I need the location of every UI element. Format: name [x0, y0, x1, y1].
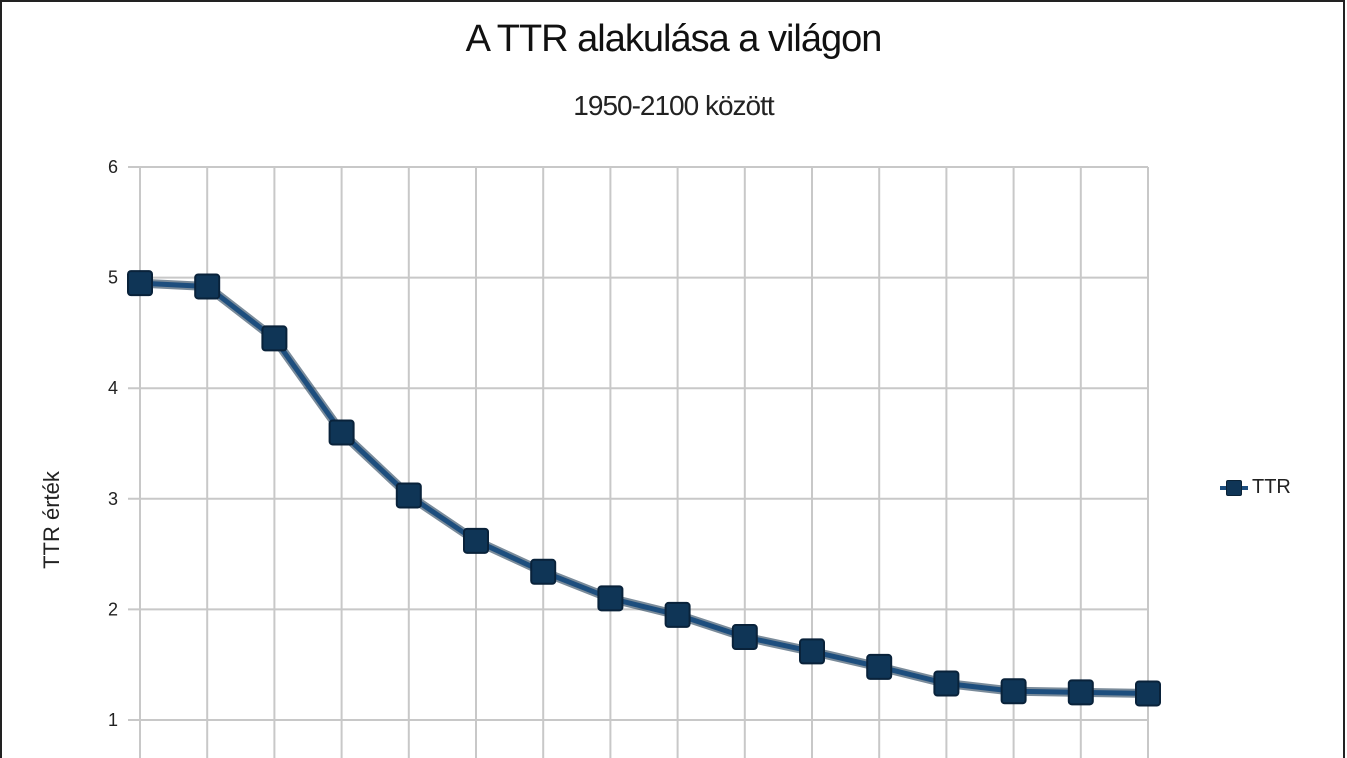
legend-swatch: [1220, 479, 1248, 496]
legend: TTR: [1220, 476, 1291, 499]
y-tick-label: 3: [108, 489, 118, 509]
data-point: [261, 325, 288, 352]
data-point: [463, 527, 489, 554]
y-tick-label: 6: [108, 157, 118, 177]
y-tick-label: 4: [108, 378, 118, 398]
data-point: [1067, 679, 1094, 706]
y-tick-label: 1: [108, 710, 118, 730]
legend-label: TTR: [1252, 476, 1291, 498]
data-point: [1135, 680, 1161, 707]
data-point: [328, 419, 355, 446]
chart-subtitle: 1950-2100 között: [573, 90, 774, 121]
data-point: [664, 601, 691, 628]
data-point: [866, 653, 893, 680]
chart-title: A TTR alakulása a világon: [465, 18, 883, 60]
data-point: [597, 585, 624, 612]
series-line-shadow: [139, 278, 1149, 698]
data-point: [731, 624, 758, 651]
data-point: [127, 270, 153, 297]
data-point: [799, 638, 825, 665]
y-tick-label: 2: [108, 599, 118, 619]
data-point: [933, 670, 960, 697]
data-point: [1000, 678, 1027, 705]
data-point: [530, 558, 557, 585]
data-point: [395, 482, 422, 509]
data-point: [194, 273, 221, 300]
series-line: [139, 280, 1149, 696]
y-tick-label: 5: [108, 268, 118, 288]
